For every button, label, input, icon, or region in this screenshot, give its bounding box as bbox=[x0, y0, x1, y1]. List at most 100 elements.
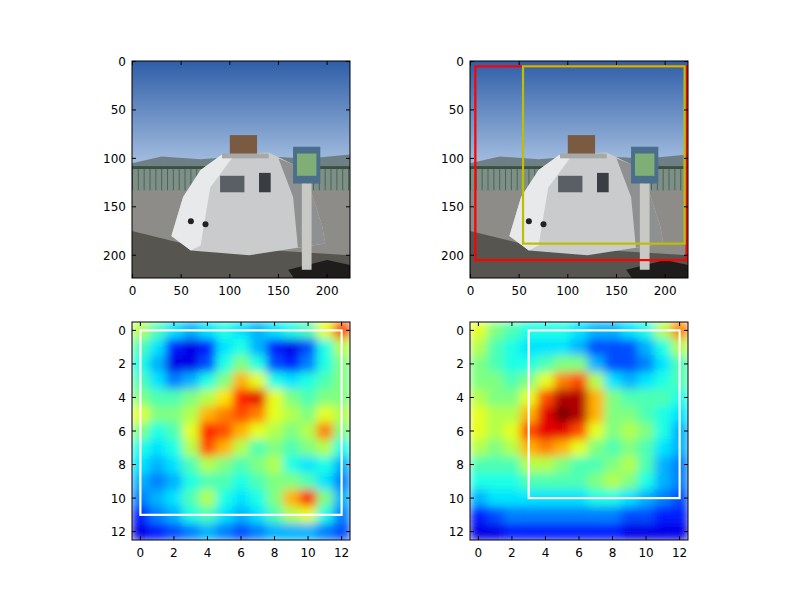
x-tick-label: 6 bbox=[575, 546, 583, 560]
x-tick bbox=[616, 274, 617, 278]
x-tick bbox=[308, 536, 309, 540]
heatmap-cell bbox=[487, 439, 504, 456]
y-tick-label: 8 bbox=[118, 458, 126, 472]
x-tick-label: 0 bbox=[129, 284, 137, 298]
heatmap-cell bbox=[266, 406, 283, 423]
heatmap-cell bbox=[216, 473, 233, 490]
heatmap-cell bbox=[199, 490, 216, 507]
x-tick bbox=[478, 536, 479, 540]
x-tick bbox=[679, 322, 680, 326]
x-tick bbox=[274, 536, 275, 540]
background bbox=[0, 0, 800, 600]
x-tick bbox=[181, 274, 182, 278]
heatmap-cell bbox=[487, 523, 504, 540]
frame bbox=[470, 61, 688, 278]
heatmap-cell bbox=[316, 523, 333, 540]
bounding-box bbox=[523, 66, 685, 243]
y-tick bbox=[346, 330, 350, 331]
heatmap-cell bbox=[316, 339, 333, 356]
heatmap-cell bbox=[470, 473, 487, 490]
photo-rail-bar bbox=[150, 166, 151, 192]
heatmap-cell bbox=[654, 423, 671, 440]
heatmap-cell bbox=[504, 439, 521, 456]
heatmap-cell bbox=[621, 356, 638, 373]
photo-rim bbox=[560, 154, 607, 159]
heatmap-cell bbox=[487, 490, 504, 507]
heatmap-cell bbox=[283, 389, 300, 406]
x-tick bbox=[140, 536, 141, 540]
y-tick bbox=[470, 109, 474, 110]
heatmap-cell bbox=[300, 339, 317, 356]
y-tick-label: 150 bbox=[441, 200, 464, 214]
y-tick bbox=[684, 363, 688, 364]
y-tick bbox=[132, 158, 136, 159]
photo-rail-bar bbox=[511, 166, 512, 192]
heatmap-cell bbox=[554, 439, 571, 456]
heatmap-cell bbox=[621, 389, 638, 406]
heatmap-cell bbox=[621, 423, 638, 440]
x-tick-label: 0 bbox=[475, 546, 483, 560]
heatmap-cell bbox=[587, 506, 604, 523]
y-tick bbox=[132, 61, 136, 62]
heatmap-cell bbox=[149, 406, 166, 423]
photo bbox=[470, 61, 688, 278]
heatmap-cell bbox=[249, 473, 266, 490]
x-tick-label: 200 bbox=[316, 284, 339, 298]
heatmap-cell bbox=[504, 473, 521, 490]
photo-window bbox=[558, 176, 582, 192]
y-tick-label: 100 bbox=[441, 152, 464, 166]
heatmap-cell bbox=[166, 389, 183, 406]
heatmap-cell bbox=[216, 490, 233, 507]
heatmap-cell bbox=[199, 423, 216, 440]
heatmap-cell bbox=[249, 406, 266, 423]
x-tick bbox=[327, 61, 328, 65]
heatmap-cell bbox=[654, 356, 671, 373]
heatmap-cell bbox=[638, 423, 655, 440]
heatmap-cell bbox=[233, 439, 250, 456]
heatmap-cell bbox=[621, 372, 638, 389]
heatmap-cell bbox=[182, 473, 199, 490]
heatmap-cell bbox=[199, 339, 216, 356]
y-tick bbox=[684, 431, 688, 432]
photo-post bbox=[640, 184, 650, 270]
photo-rail-bar bbox=[336, 166, 337, 192]
heatmap-cell bbox=[504, 490, 521, 507]
heatmap-cell bbox=[571, 523, 588, 540]
heatmap-cell bbox=[316, 389, 333, 406]
heatmap-cell bbox=[316, 473, 333, 490]
heatmap-cell bbox=[638, 473, 655, 490]
x-tick bbox=[545, 536, 546, 540]
x-tick-label: 8 bbox=[271, 546, 279, 560]
x-tick-label: 6 bbox=[237, 546, 245, 560]
heatmap-cell bbox=[654, 506, 671, 523]
heatmap-cell bbox=[149, 389, 166, 406]
photo-rail-bar bbox=[674, 166, 675, 192]
y-tick bbox=[346, 431, 350, 432]
x-tick bbox=[511, 536, 512, 540]
heatmap-cell bbox=[470, 523, 487, 540]
x-tick bbox=[567, 274, 568, 278]
y-tick bbox=[132, 255, 136, 256]
heatmap-cell bbox=[571, 372, 588, 389]
heatmap-cell bbox=[587, 372, 604, 389]
heatmap-cell bbox=[571, 406, 588, 423]
heatmap-cell bbox=[300, 406, 317, 423]
heatmap-cell bbox=[487, 506, 504, 523]
heatmap-cell bbox=[571, 339, 588, 356]
heatmap-cell bbox=[554, 423, 571, 440]
y-tick bbox=[684, 61, 688, 62]
heatmap-cell bbox=[638, 506, 655, 523]
heatmap-cell bbox=[316, 490, 333, 507]
y-tick bbox=[684, 109, 688, 110]
x-tick bbox=[519, 61, 520, 65]
x-tick bbox=[229, 274, 230, 278]
heatmap-cell bbox=[487, 339, 504, 356]
heatmap-cell bbox=[638, 406, 655, 423]
x-tick-label: 12 bbox=[672, 546, 687, 560]
heatmap-cell bbox=[470, 490, 487, 507]
heatmap-cell bbox=[554, 506, 571, 523]
heatmap-cell bbox=[537, 523, 554, 540]
heatmap-cell bbox=[554, 372, 571, 389]
photo-shadow bbox=[626, 260, 688, 278]
x-tick bbox=[646, 322, 647, 326]
